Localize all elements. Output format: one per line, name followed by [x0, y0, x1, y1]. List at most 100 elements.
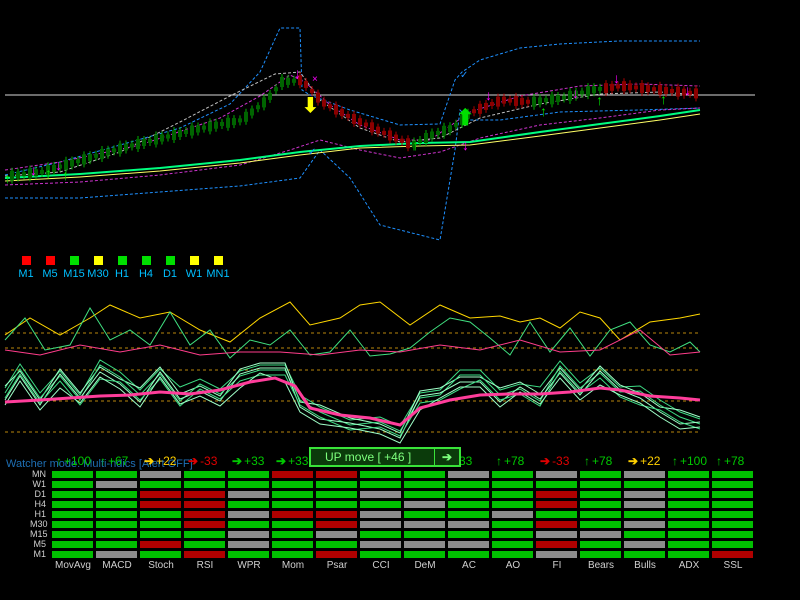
oscillator-line: [4, 362, 701, 434]
signal-cell: [624, 521, 665, 528]
score-value: +78: [724, 454, 745, 468]
signal-cell: [360, 511, 401, 518]
candle: [100, 149, 104, 159]
timeframe-item: D1: [158, 256, 182, 280]
timeframe-label: M30: [87, 268, 109, 280]
signal-cell: [492, 471, 533, 478]
signal-cell: [624, 531, 665, 538]
candle: [604, 83, 608, 94]
candle: [514, 95, 518, 106]
indicator-label: FI: [552, 560, 562, 571]
signal-cell: [448, 541, 489, 548]
signal-cell: [184, 481, 225, 488]
signal-cell: [184, 531, 225, 538]
indicator-label: WPR: [237, 560, 261, 571]
signal-cell: [228, 521, 269, 528]
up-arrow-icon: ↑: [596, 92, 603, 108]
candle: [658, 84, 662, 95]
candle: [58, 164, 62, 169]
move-banner[interactable]: UP move [ +46 ] ➔: [309, 447, 461, 467]
signal-cell: [360, 531, 401, 538]
candle: [682, 88, 686, 96]
signal-cell: [360, 471, 401, 478]
candle: [364, 122, 368, 127]
signal-cell: [316, 521, 357, 528]
signal-cell: [492, 521, 533, 528]
candle: [130, 143, 134, 148]
signal-cell: [580, 531, 621, 538]
indicator-label: DeM: [414, 560, 436, 571]
signal-cell: [448, 471, 489, 478]
score-value: -33: [200, 454, 218, 468]
signal-cell: [140, 521, 181, 528]
candle: [592, 86, 596, 94]
candle: [322, 99, 326, 107]
candle: [10, 170, 14, 181]
score-value: +100: [64, 454, 92, 468]
candle: [640, 83, 644, 93]
up-arrow-icon: ↑: [540, 103, 547, 119]
signal-cell: [316, 501, 357, 508]
signal-cell: [316, 531, 357, 538]
signal-cell: [580, 491, 621, 498]
timeframe-item: M5: [38, 256, 62, 280]
signal-cell: [668, 501, 709, 508]
cross-icon: ×: [312, 74, 318, 85]
signal-cell: [492, 531, 533, 538]
signal-cell: [624, 501, 665, 508]
signal-cell: [712, 481, 753, 488]
signal-cell: [360, 541, 401, 548]
score-value: +78: [504, 454, 525, 468]
score-value: +67: [108, 454, 129, 468]
indicator-score: ↑ +100: [56, 454, 91, 468]
candle: [28, 168, 32, 179]
signal-cell: [668, 531, 709, 538]
signal-cell: [96, 471, 137, 478]
candle: [16, 171, 20, 179]
indicator-score: ↑ +67: [100, 454, 128, 468]
signal-cell: [536, 531, 577, 538]
signal-cell: [404, 511, 445, 518]
timeframe-legend: M1 M5 M15 M30 H1 H4 D1 W1 MN1: [14, 256, 230, 280]
candle: [292, 78, 296, 83]
signal-cell: [360, 481, 401, 488]
candle: [88, 154, 92, 162]
candle: [424, 133, 428, 143]
candle: [334, 104, 338, 115]
signal-cell: [536, 481, 577, 488]
signal-cell: [536, 501, 577, 508]
candle: [694, 88, 698, 99]
candle: [250, 108, 254, 116]
candle: [460, 115, 464, 125]
signal-cell: [404, 471, 445, 478]
oscillator-line: [4, 372, 701, 444]
candle: [502, 96, 506, 104]
signal-cell: [448, 481, 489, 488]
candle: [532, 96, 536, 107]
candle: [184, 130, 188, 134]
signal-cell: [668, 471, 709, 478]
timeframe-color-square: [93, 256, 103, 265]
signal-cell: [492, 511, 533, 518]
signal-cell: [404, 551, 445, 558]
signal-cell: [492, 501, 533, 508]
signal-cell: [536, 511, 577, 518]
signal-cell: [360, 491, 401, 498]
candle: [676, 86, 680, 97]
candle: [586, 86, 590, 97]
signal-cell: [140, 541, 181, 548]
timeframe-item: H4: [134, 256, 158, 280]
signal-cell: [96, 541, 137, 548]
candle: [208, 121, 212, 132]
indicator-label: Mom: [281, 560, 305, 571]
candle: [436, 130, 440, 135]
timeframe-label: MN1: [206, 268, 230, 280]
candle: [370, 122, 374, 133]
signal-cell: [184, 521, 225, 528]
candle: [22, 172, 26, 177]
signal-cell: [580, 521, 621, 528]
candle: [442, 125, 446, 136]
indicator-label: AO: [505, 560, 521, 571]
